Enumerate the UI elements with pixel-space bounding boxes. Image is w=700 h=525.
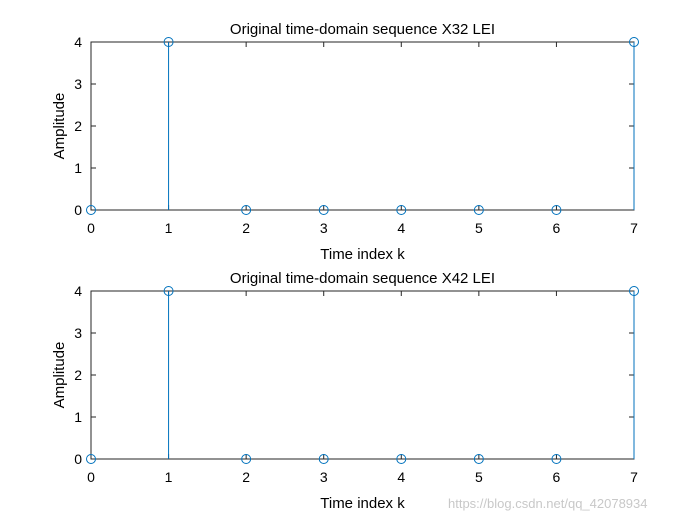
x-tick-label: 5	[475, 469, 483, 485]
y-tick-label: 3	[74, 76, 82, 92]
y-axis-label: Amplitude	[51, 342, 68, 409]
subplot-top: Original time-domain sequence X32 LEI 0 1…	[51, 21, 639, 263]
x-tick-label: 2	[242, 469, 250, 485]
x-tick-label: 6	[553, 469, 561, 485]
stem-series	[86, 37, 639, 215]
x-ticks: 0 1 2 3 4 5 6 7	[87, 291, 638, 485]
stem-marker	[163, 37, 174, 47]
y-ticks: 0 1 2 3 4	[74, 34, 634, 218]
x-tick-label: 6	[553, 220, 561, 236]
y-axis-label: Amplitude	[51, 93, 68, 160]
y-tick-label: 0	[74, 451, 82, 467]
chart-title: Original time-domain sequence X32 LEI	[230, 21, 495, 38]
stem-marker	[163, 286, 174, 296]
stem-marker	[396, 454, 407, 464]
subplot-bottom: Original time-domain sequence X42 LEI 0 1…	[51, 270, 639, 512]
stem-marker	[86, 205, 96, 215]
stem-marker	[241, 205, 252, 215]
stem-marker	[551, 205, 562, 215]
axes-box	[90, 290, 635, 460]
stem-marker	[551, 454, 562, 464]
y-tick-label: 1	[74, 160, 82, 176]
x-axis-label: Time index k	[320, 246, 405, 263]
stem-marker	[396, 205, 407, 215]
x-axis-label: Time index k	[320, 495, 405, 512]
stem-marker	[241, 454, 252, 464]
y-tick-label: 3	[74, 325, 82, 341]
x-tick-label: 3	[320, 469, 328, 485]
x-tick-label: 7	[630, 220, 638, 236]
y-tick-label: 2	[74, 367, 82, 383]
stem-series	[86, 286, 639, 464]
watermark: https://blog.csdn.net/qq_42078934	[448, 496, 648, 511]
stem-marker	[629, 286, 639, 296]
x-tick-label: 2	[242, 220, 250, 236]
x-tick-label: 4	[397, 220, 405, 236]
y-tick-label: 0	[74, 202, 82, 218]
x-ticks: 0 1 2 3 4 5 6 7	[87, 42, 638, 236]
x-tick-label: 0	[87, 220, 95, 236]
x-tick-label: 1	[165, 220, 173, 236]
x-tick-label: 3	[320, 220, 328, 236]
y-tick-label: 4	[74, 283, 82, 299]
stem-marker	[473, 205, 484, 215]
y-ticks: 0 1 2 3 4	[74, 283, 634, 467]
stem-marker	[86, 454, 96, 464]
y-tick-label: 4	[74, 34, 82, 50]
x-tick-label: 7	[630, 469, 638, 485]
stem-marker	[318, 454, 329, 464]
axes-box	[90, 41, 635, 211]
y-tick-label: 1	[74, 409, 82, 425]
x-tick-label: 1	[165, 469, 173, 485]
chart-title: Original time-domain sequence X42 LEI	[230, 270, 495, 287]
x-tick-label: 5	[475, 220, 483, 236]
y-tick-label: 2	[74, 118, 82, 134]
stem-marker	[629, 37, 639, 47]
x-tick-label: 0	[87, 469, 95, 485]
x-tick-label: 4	[397, 469, 405, 485]
stem-marker	[473, 454, 484, 464]
stem-marker	[318, 205, 329, 215]
